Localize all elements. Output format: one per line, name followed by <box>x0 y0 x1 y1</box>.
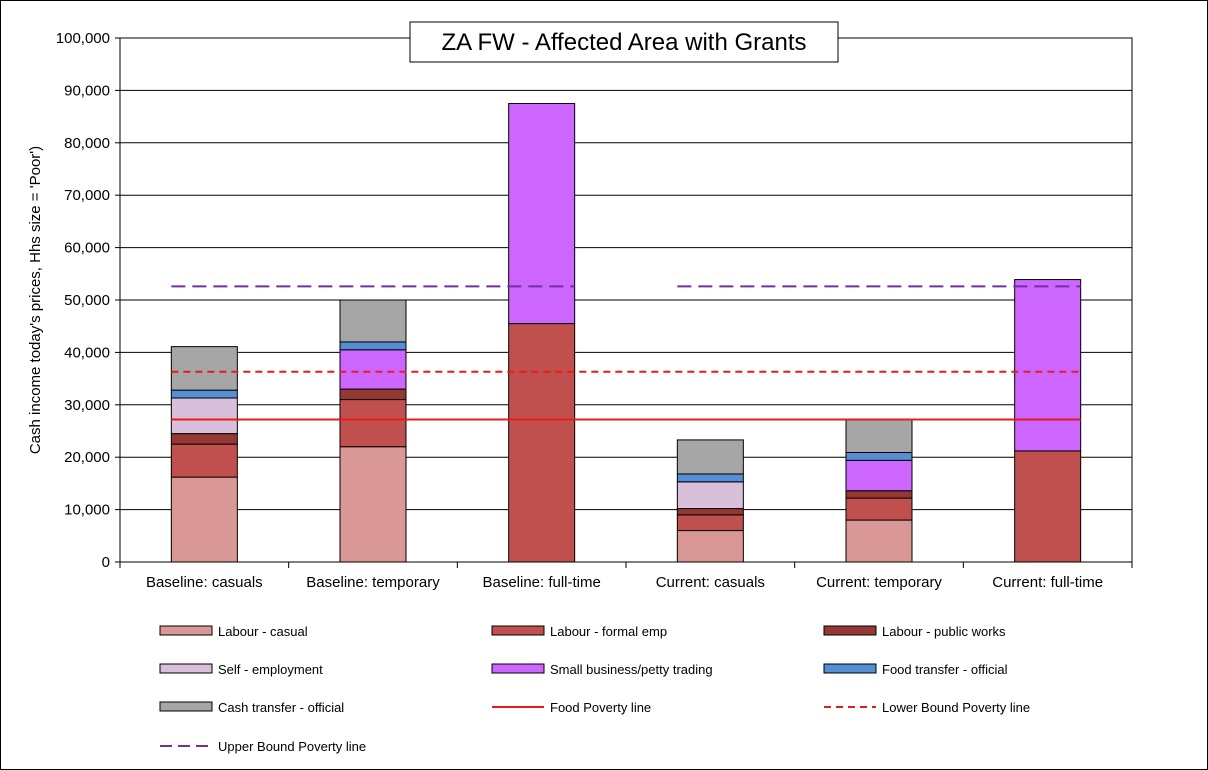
bar-segment <box>1014 279 1082 452</box>
legend-swatch <box>823 663 877 674</box>
y-tick-label: 10,000 <box>64 502 110 519</box>
legend-swatch <box>491 625 545 636</box>
bar-segment <box>339 399 407 448</box>
legend-label: Lower Bound Poverty line <box>882 700 1030 715</box>
bar-segment <box>170 433 238 445</box>
y-tick-label: 40,000 <box>64 344 110 361</box>
legend-swatch <box>491 663 545 674</box>
bar-segment <box>339 299 407 343</box>
bar-segment <box>339 349 407 390</box>
x-tick-label: Current: temporary <box>816 574 942 591</box>
legend-label: Small business/petty trading <box>550 662 713 677</box>
bar-segment <box>845 451 913 461</box>
title-frame <box>409 21 839 63</box>
chart-title: ZA FW - Affected Area with Grants <box>441 29 806 56</box>
x-tick-label: Baseline: full-time <box>482 574 600 591</box>
legend-label: Food Poverty line <box>550 700 651 715</box>
bar-segment <box>676 514 744 532</box>
bar-segment <box>676 481 744 510</box>
legend: Labour - casual Labour - formal emp Labour… <box>159 624 1030 754</box>
y-axis-label: Cash income today's prices, Hhs size = '… <box>27 146 44 454</box>
bar-segment <box>339 446 407 563</box>
x-tick-label: Baseline: temporary <box>306 574 440 591</box>
bar-segment <box>845 490 913 499</box>
y-tick-label: 60,000 <box>64 240 110 257</box>
bar-segment <box>676 473 744 483</box>
bar-segment <box>676 530 744 563</box>
y-tick-label: 0 <box>102 554 110 571</box>
bar-segment <box>170 443 238 478</box>
bar-segment <box>170 389 238 399</box>
bar-segment <box>170 346 238 391</box>
bars-group <box>170 103 1082 563</box>
x-tick-label: Current: full-time <box>992 574 1103 591</box>
bar-segment <box>845 519 913 563</box>
y-tick-label: 30,000 <box>64 397 110 414</box>
bar-segment <box>170 397 238 435</box>
legend-swatch <box>823 625 877 636</box>
legend-swatch <box>159 625 213 636</box>
y-tick-label: 100,000 <box>56 30 110 47</box>
axes-group: 0 10,000 20,000 30,000 40,000 50,000 60,000 70,… <box>56 30 1133 591</box>
bar-segment <box>676 508 744 516</box>
bar-segment <box>508 103 576 325</box>
bar-segment <box>845 497 913 521</box>
legend-label: Self - employment <box>218 662 323 677</box>
gridlines <box>120 37 1132 563</box>
y-tick-label: 80,000 <box>64 135 110 152</box>
bar-segment <box>1014 450 1082 563</box>
legend-swatch <box>159 663 213 674</box>
legend-label: Labour - formal emp <box>550 624 667 639</box>
y-tick-label: 50,000 <box>64 292 110 309</box>
bar-segment <box>339 341 407 351</box>
bar-segment <box>170 476 238 563</box>
y-tick-label: 90,000 <box>64 82 110 99</box>
bar-segment <box>845 418 913 453</box>
chart-title-box: ZA FW - Affected Area with Grants <box>409 21 839 63</box>
bar-segment <box>339 388 407 401</box>
legend-label: Cash transfer - official <box>218 700 344 715</box>
x-tick-label: Current: casuals <box>656 574 765 591</box>
bar-segment <box>508 323 576 563</box>
legend-label: Labour - casual <box>218 624 308 639</box>
y-tick-label: 20,000 <box>64 449 110 466</box>
bar-segment <box>845 459 913 492</box>
legend-label: Labour - public works <box>882 624 1006 639</box>
poverty-lines-group <box>171 285 1081 421</box>
x-tick-label: Baseline: casuals <box>146 574 263 591</box>
legend-swatch <box>159 701 213 712</box>
y-tick-label: 70,000 <box>64 187 110 204</box>
legend-label: Food transfer - official <box>882 662 1008 677</box>
legend-label: Upper Bound Poverty line <box>218 739 366 754</box>
bar-segment <box>676 439 744 475</box>
